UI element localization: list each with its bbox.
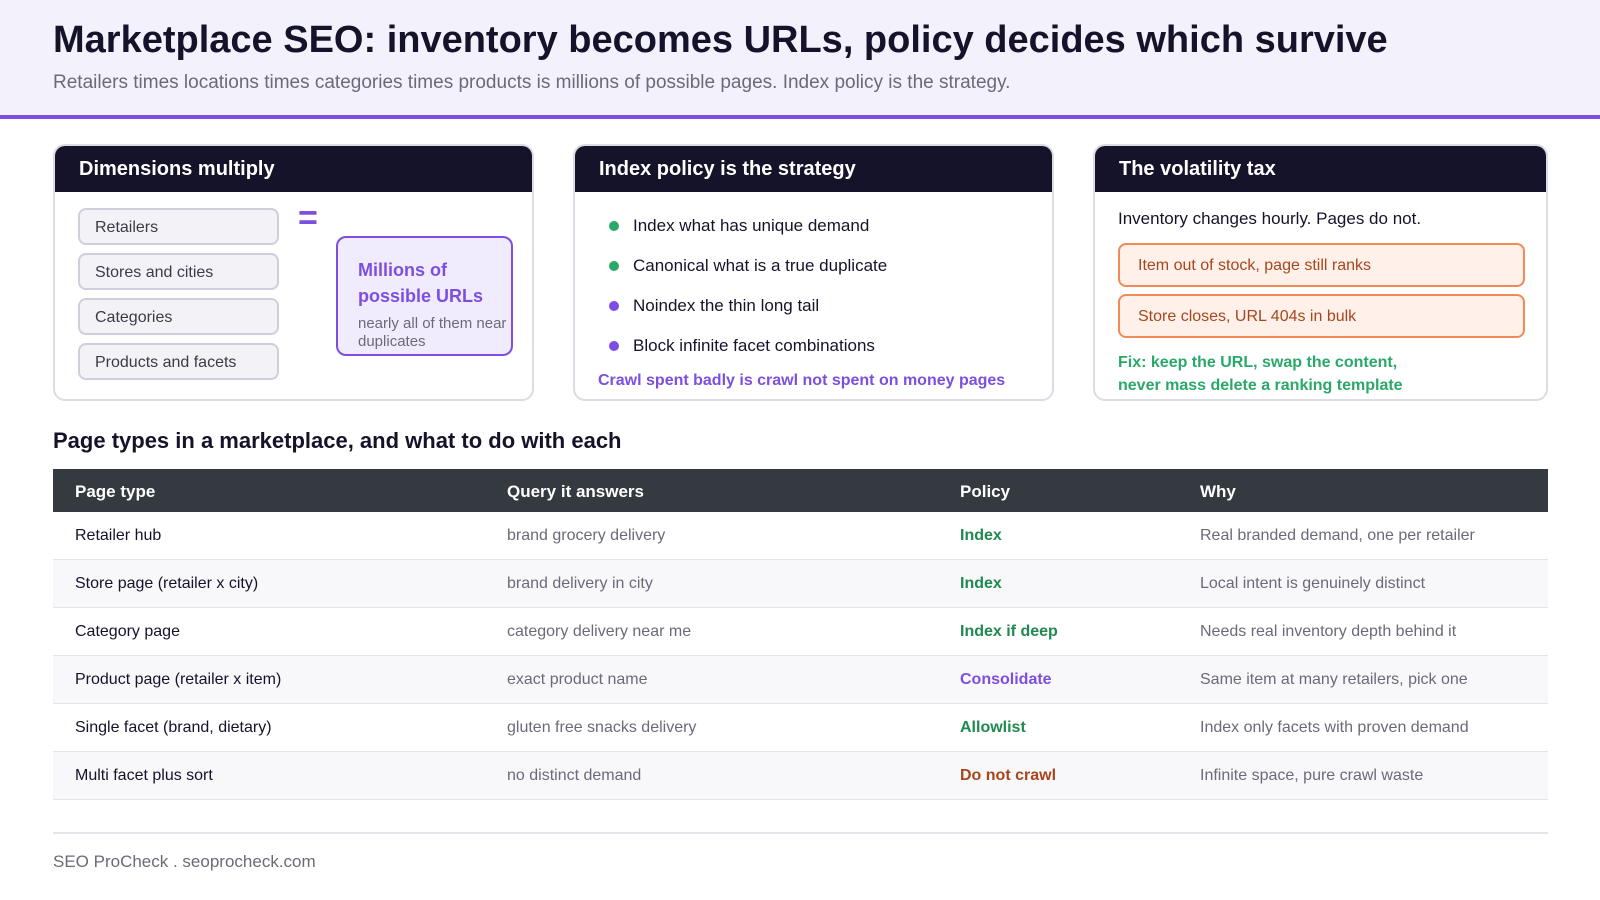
cell-page-type: Category page [75,623,180,640]
cell-policy: Consolidate [960,671,1052,688]
volatility-fix-line: never mass delete a ranking template [1118,377,1403,394]
cell-query: brand delivery in city [507,575,653,592]
dimension-item-categories: Categories [78,298,279,335]
policy-bullet-text: Index what has unique demand [633,216,870,235]
cell-policy: Index [960,575,1002,592]
table-row: Category page category delivery near me In… [53,608,1548,656]
cell-policy: Index if deep [960,623,1058,640]
cell-query: brand grocery delivery [507,527,666,544]
cell-why: Needs real inventory depth behind it [1200,623,1457,640]
cell-page-type: Retailer hub [75,527,162,544]
policy-bullet-text: Block infinite facet combinations [633,336,875,355]
cell-why: Same item at many retailers, pick one [1200,671,1468,688]
table-row: Product page (retailer x item) exact prod… [53,656,1548,704]
result-sub-text: nearly all of them near duplicates [358,315,507,350]
cell-policy: Do not crawl [960,767,1057,784]
column-header-page-type: Page type [75,482,156,501]
result-main-text: Millions of possible URLs [358,260,484,306]
dimension-item-retailers: Retailers [78,208,279,245]
cell-why: Index only facets with proven demand [1200,719,1469,736]
cell-why: Local intent is genuinely distinct [1200,575,1426,592]
page-subtitle: Retailers times locations times categori… [53,72,1011,93]
volatility-intro: Inventory changes hourly. Pages do not. [1118,209,1422,228]
dimensions-card: Dimensions multiply Retailers Stores and… [53,144,534,401]
purple-dot-icon [609,301,619,311]
cell-query: gluten free snacks delivery [507,719,697,736]
volatility-fix-line: Fix: keep the URL, swap the content, [1118,354,1398,371]
table-row: Single facet (brand, dietary) gluten free… [53,704,1548,752]
dimension-item-products: Products and facets [78,343,279,380]
policy-card-title: Index policy is the strategy [575,146,1052,192]
green-dot-icon [609,261,619,271]
volatility-card: The volatility tax Inventory changes hou… [1093,144,1548,401]
green-dot-icon [609,221,619,231]
table-row: Store page (retailer x city) brand delive… [53,560,1548,608]
cell-why: Real branded demand, one per retailer [1200,527,1475,544]
cell-why: Infinite space, pure crawl waste [1200,767,1424,784]
table-row: Retailer hub brand grocery delivery Index R… [53,512,1548,560]
equals-sign: = [298,199,318,237]
dimensions-card-title: Dimensions multiply [55,146,532,192]
page-types-table: Page type Query it answers Policy Why Re… [53,469,1548,800]
policy-card: Index policy is the strategy Index what … [573,144,1054,401]
cell-page-type: Store page (retailer x city) [75,575,259,592]
volatility-card-title: The volatility tax [1095,146,1546,192]
policy-bullet-text: Canonical what is a true duplicate [633,256,888,275]
purple-dot-icon [609,341,619,351]
policy-card-footnote: Crawl spent badly is crawl not spent on … [598,372,1006,389]
policy-bullet-text: Noindex the thin long tail [633,296,820,315]
page-title: Marketplace SEO: inventory becomes URLs,… [53,19,1388,61]
column-header-query: Query it answers [507,482,645,501]
cell-query: category delivery near me [507,623,692,640]
table-header-row: Page type Query it answers Policy Why [53,469,1548,512]
volatility-warning: Store closes, URL 404s in bulk [1118,294,1525,338]
cell-page-type: Single facet (brand, dietary) [75,719,272,736]
cell-page-type: Multi facet plus sort [75,767,213,784]
column-header-why: Why [1200,482,1236,501]
footer-credit: SEO ProCheck . seoprocheck.com [53,852,316,871]
footer-divider [53,832,1548,834]
cell-policy: Index [960,527,1002,544]
cell-page-type: Product page (retailer x item) [75,671,282,688]
table-row: Multi facet plus sort no distinct demand D… [53,752,1548,800]
cell-query: exact product name [507,671,648,688]
table-body: Retailer hub brand grocery delivery Index R… [53,512,1548,800]
dimension-item-stores: Stores and cities [78,253,279,290]
cell-policy: Allowlist [960,719,1026,736]
result-box: Millions of possible URLs nearly all of … [336,236,513,356]
column-header-policy: Policy [960,482,1011,501]
volatility-warning: Item out of stock, page still ranks [1118,243,1525,287]
volatility-fix: Fix: keep the URL, swap the content, nev… [1118,351,1403,397]
cell-query: no distinct demand [507,767,642,784]
table-section-title: Page types in a marketplace, and what to… [53,428,622,453]
header-banner: Marketplace SEO: inventory becomes URLs,… [0,0,1600,119]
